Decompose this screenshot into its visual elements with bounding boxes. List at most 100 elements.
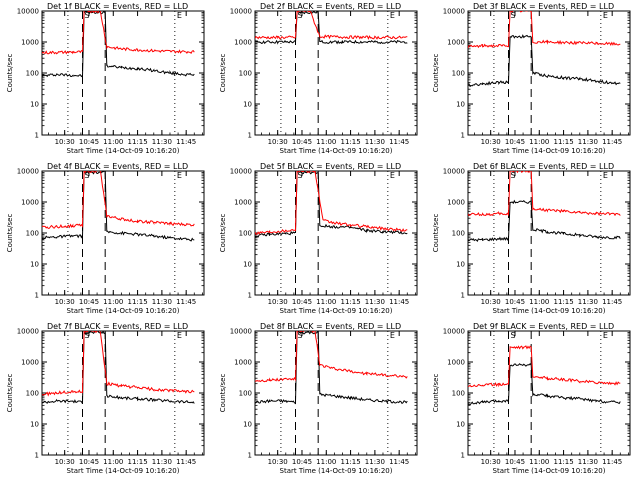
panel-title-legend: BLACK = Events, RED = LLD [74,162,188,171]
panel-title: Det 4f BLACK = Events, RED = LLD [47,162,188,171]
y-tick-label: 1000 [234,39,252,47]
x-tick-label: 10:45 [505,458,525,466]
x-tick-label: 10:30 [268,458,288,466]
series-events [468,199,621,242]
y-axis-label: Counts/sec [6,374,14,413]
y-tick-label: 1 [35,132,39,140]
panel-title: Det 5f BLACK = Events, RED = LLD [260,162,401,171]
x-tick-label: 10:45 [79,298,99,306]
panel-title-det: Det 6f [473,162,500,171]
end-marker: E [603,171,608,180]
panel-title-det: Det 5f [260,162,287,171]
series-lld [42,331,195,397]
chart-det-6: 1 10 100 1000 10000 10:30 10:45 11:00 11:15 11:30… [432,162,631,315]
series-lld [255,11,408,40]
x-tick-label: 11:15 [127,138,147,146]
series-events [42,331,195,404]
y-axis-label: Counts/sec [219,214,227,253]
x-tick-label: 10:30 [481,138,501,146]
y-tick-label: 1 [35,292,39,300]
x-tick-label: 11:15 [553,138,573,146]
x-axis-label: Start Time (14-Oct-09 10:16:20) [280,467,393,475]
panel-title-det: Det 2f [260,2,287,11]
end-marker: E [603,11,608,20]
series-events [42,11,195,78]
x-tick-label: 10:30 [481,298,501,306]
x-tick-label: 10:30 [268,298,288,306]
chart-det-8: 1 10 100 1000 10000 10:30 10:45 11:00 11:15 11:30… [219,322,418,475]
x-tick-label: 11:00 [529,138,549,146]
series-events [255,331,408,405]
panel-title-legend: BLACK = Events, RED = LLD [500,322,614,331]
y-tick-label: 1000 [447,359,465,367]
y-tick-label: 100 [239,230,252,238]
panel-title-det: Det 7f [47,322,74,331]
series-events [468,363,621,406]
start-marker: S [511,171,516,180]
panel-title-legend: BLACK = Events, RED = LLD [74,322,188,331]
plot-frame [467,330,631,456]
end-marker: E [390,331,395,340]
x-tick-label: 11:15 [127,458,147,466]
x-tick-label: 11:15 [340,458,360,466]
y-tick-label: 1000 [21,199,39,207]
plot-frame [467,10,631,136]
x-axis-label: Start Time (14-Oct-09 10:16:20) [67,307,180,315]
x-tick-label: 11:45 [389,298,409,306]
y-tick-label: 10 [30,101,39,109]
x-tick-label: 11:30 [365,458,385,466]
panel-title-legend: BLACK = Events, RED = LLD [287,322,401,331]
panel-det-9: 1 10 100 1000 10000 10:30 10:45 11:00 11:15 11:30… [426,320,639,480]
y-tick-label: 10000 [230,8,252,16]
y-axis-label: Counts/sec [219,54,227,93]
y-tick-label: 100 [26,70,39,78]
x-tick-label: 11:00 [103,138,123,146]
y-tick-label: 1 [248,452,252,460]
start-marker: S [85,11,90,20]
panel-title-legend: BLACK = Events, RED = LLD [287,162,401,171]
y-tick-label: 1 [35,452,39,460]
x-tick-label: 11:45 [602,138,622,146]
x-tick-label: 10:45 [292,458,312,466]
x-tick-label: 10:45 [79,458,99,466]
plot-frame [41,10,205,136]
start-marker: S [298,11,303,20]
panel-title: Det 3f BLACK = Events, RED = LLD [473,2,614,11]
end-marker: E [603,331,608,340]
series-events [42,171,195,242]
x-tick-label: 11:15 [553,458,573,466]
panel-det-3: 1 10 100 1000 10000 10:30 10:45 11:00 11:15 11:30… [426,0,639,160]
panel-det-1: 1 10 100 1000 10000 10:30 10:45 11:00 11:15 11:30… [0,0,213,160]
x-tick-label: 11:00 [103,458,123,466]
y-tick-label: 1000 [234,199,252,207]
x-tick-label: 11:45 [602,458,622,466]
x-tick-label: 11:30 [365,138,385,146]
y-tick-label: 100 [26,390,39,398]
start-marker: S [511,331,516,340]
x-tick-label: 11:00 [529,458,549,466]
y-axis-label: Counts/sec [219,374,227,413]
start-marker: S [85,331,90,340]
end-marker: E [177,171,182,180]
end-marker: E [390,171,395,180]
x-tick-label: 11:30 [365,298,385,306]
y-tick-label: 1000 [21,359,39,367]
x-tick-label: 10:30 [268,138,288,146]
series-lld [42,171,195,229]
series-lld [255,171,408,235]
y-tick-label: 10000 [17,328,39,336]
y-tick-label: 1 [461,132,465,140]
x-tick-label: 10:30 [481,458,501,466]
x-tick-label: 11:45 [389,138,409,146]
end-marker: E [177,331,182,340]
x-tick-label: 11:15 [553,298,573,306]
x-tick-label: 11:45 [602,298,622,306]
series-events [255,11,408,45]
chart-det-5: 1 10 100 1000 10000 10:30 10:45 11:00 11:15 11:30… [219,162,418,315]
panel-det-5: 1 10 100 1000 10000 10:30 10:45 11:00 11:15 11:30… [213,160,426,320]
panel-title: Det 2f BLACK = Events, RED = LLD [260,2,401,11]
x-tick-label: 11:00 [103,298,123,306]
x-axis-label: Start Time (14-Oct-09 10:16:20) [67,467,180,475]
chart-det-7: 1 10 100 1000 10000 10:30 10:45 11:00 11:15 11:30… [6,322,205,475]
y-axis-label: Counts/sec [432,54,440,93]
